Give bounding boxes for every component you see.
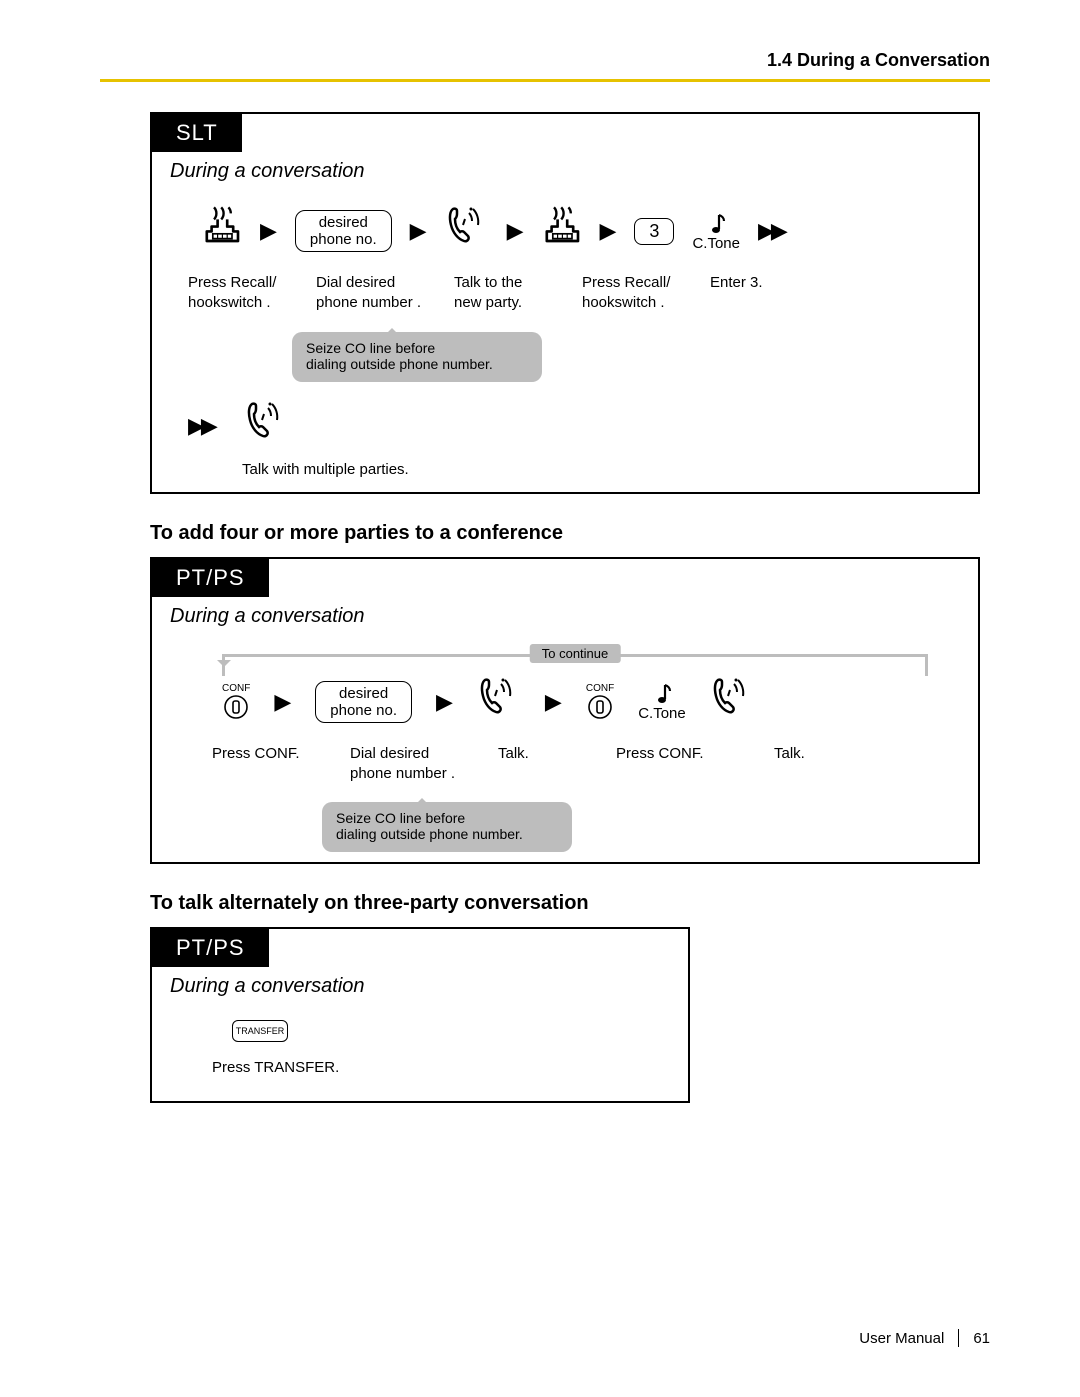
conf-button-icon: CONF [222,683,250,720]
heading-add-parties: To add four or more parties to a confere… [150,522,990,545]
desired-phone-box: desired phone no. [315,681,412,724]
recall-phone-icon [542,205,582,257]
talk-icon [710,676,754,728]
panel2-step5: Talk. [774,744,834,764]
panel1-subtitle: During a conversation [152,152,978,197]
panel1-step5: Enter 3. [710,273,790,293]
arrow-icon: ▶ [545,689,562,715]
ctone-label: C.Tone [692,211,740,252]
panel2-subtitle: During a conversation [152,597,978,642]
arrow-icon: ▶ [600,218,617,244]
panel2-step1: Press CONF. [212,744,332,764]
footer-manual: User Manual [859,1330,944,1347]
arrow-icon: ▶ [436,689,453,715]
arrow-icon: ▶ [410,218,427,244]
talk-icon [244,400,288,452]
desired-phone-box: desired phone no. [295,210,392,253]
talk-icon [445,205,489,257]
panel1-step2: Dial desired phone number . [316,273,436,314]
panel2-step3: Talk. [498,744,598,764]
panel3-subtitle: During a conversation [152,967,688,1012]
ctone-label: C.Tone [638,681,686,722]
panel1-step1: Press Recall/ hookswitch . [188,273,298,314]
panel2-step2: Dial desired phone number . [350,744,480,785]
tag-slt: SLT [152,114,242,152]
arrow-icon: ▶ [260,218,277,244]
panel-slt: SLT During a conversation ▶ desired phon… [150,112,980,494]
footer-page: 61 [973,1330,990,1347]
bubble-seize-co: Seize CO line before dialing outside pho… [292,332,542,382]
heading-talk-alternately: To talk alternately on three-party conve… [150,892,990,915]
arrow-icon: ▶ [507,218,524,244]
bubble-seize-co: Seize CO line before dialing outside pho… [322,802,572,852]
panel2-step4: Press CONF. [616,744,756,764]
page-footer: User Manual 61 [859,1329,990,1347]
loopback-to-continue: To continue [222,642,928,668]
tag-ptps: PT/PS [152,559,269,597]
header-rule [100,79,990,82]
tag-ptps: PT/PS [152,929,269,967]
key-3: 3 [634,218,674,245]
panel1-step6: Talk with multiple parties. [242,460,409,480]
panel-ptps-conf: PT/PS During a conversation To continue … [150,557,980,865]
panel1-step4: Press Recall/ hookswitch . [582,273,692,314]
recall-phone-icon [202,205,242,257]
double-arrow-icon: ▶▶ [188,413,214,439]
panel1-step3: Talk to the new party. [454,273,564,314]
conf-button-icon: CONF [586,683,614,720]
arrow-icon: ▶ [274,689,291,715]
transfer-button-icon: TRANSFER [232,1020,288,1042]
page-section-header: 1.4 During a Conversation [100,50,990,71]
double-arrow-icon: ▶▶ [758,218,784,244]
talk-icon [477,676,521,728]
panel-ptps-transfer: PT/PS During a conversation TRANSFER Pre… [150,927,690,1102]
panel3-step: Press TRANSFER. [212,1058,339,1078]
